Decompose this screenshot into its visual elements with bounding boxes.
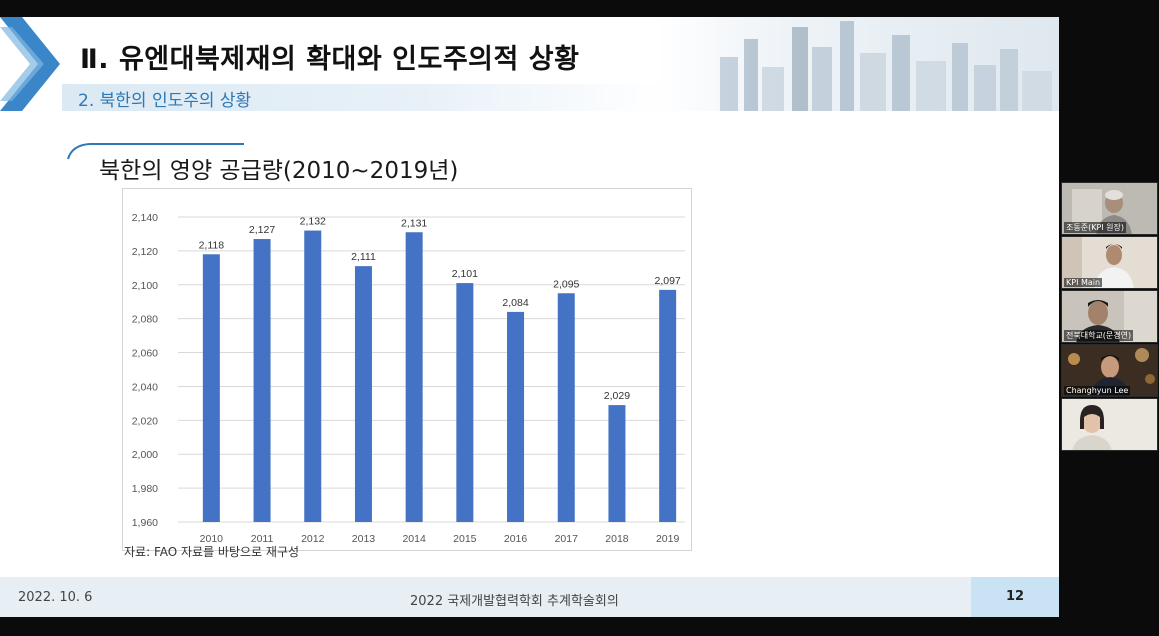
x-tick-label: 2017 — [555, 533, 579, 545]
bar-value-label: 2,084 — [502, 297, 528, 309]
x-tick-label: 2010 — [200, 533, 224, 545]
participant-name: 조동준(KPI 원장) — [1064, 222, 1127, 233]
bar — [608, 405, 626, 522]
x-tick-label: 2018 — [605, 533, 629, 545]
participant-tile[interactable]: Changhyun Lee — [1061, 344, 1158, 397]
slide-footer: 2022. 10. 6 2022 국제개발협력학회 추계학술회의 12 — [0, 577, 1059, 617]
slide-sub-title: 2. 북한의 인도주의 상황 — [78, 91, 252, 111]
bar — [507, 311, 525, 522]
bar — [202, 254, 220, 522]
bar — [354, 266, 372, 522]
participant-name: 전북대학교(문경연) — [1064, 330, 1134, 341]
chart-section-title: 북한의 영양 공급량(2010~2019년) — [99, 158, 459, 184]
subtitle-bar — [62, 84, 662, 111]
x-tick-label: 2016 — [504, 533, 528, 545]
bar-value-label: 2,127 — [249, 224, 275, 236]
bar-chart: 1,960 1,980 2,000 2,020 2,040 2,060 2,080 2,100… — [132, 212, 685, 545]
chevron-decoration-icon — [0, 17, 60, 111]
y-tick-label: 2,100 — [132, 280, 158, 292]
city-skyline-image — [720, 21, 1052, 111]
bar-value-label: 2,132 — [300, 216, 326, 228]
y-tick-label: 1,980 — [132, 483, 158, 495]
y-tick-label: 2,120 — [132, 246, 158, 258]
source-note: 자료: FAO 자료를 바탕으로 재구성 — [124, 545, 300, 559]
page-number: 12 — [1005, 589, 1025, 604]
y-tick-label: 2,140 — [132, 212, 158, 224]
bar-value-label: 2,111 — [351, 251, 376, 263]
shared-slide: Ⅱ. 유엔대북제재의 확대와 인도주의적 상황 2. 북한의 인도주의 상황 북… — [0, 17, 1059, 617]
bar-value-label: 2,101 — [452, 268, 478, 280]
footer-conference-name: 2022 국제개발협력학회 추계학술회의 — [410, 594, 619, 609]
participant-tile[interactable]: KPI Main — [1061, 236, 1158, 289]
x-tick-label: 2011 — [251, 533, 274, 545]
bar-value-label: 2,029 — [604, 390, 630, 402]
page-number-box: 12 — [971, 577, 1059, 617]
person-video-icon — [1062, 237, 1157, 288]
x-tick-label: 2013 — [352, 533, 376, 545]
bar — [659, 289, 677, 522]
bar — [304, 230, 322, 523]
bar — [557, 293, 575, 522]
bar — [405, 232, 423, 522]
participant-name: Changhyun Lee — [1064, 386, 1131, 395]
participant-name: KPI Main — [1064, 278, 1103, 287]
x-tick-label: 2012 — [301, 533, 325, 545]
y-tick-label: 2,000 — [132, 449, 158, 461]
y-tick-label: 2,020 — [132, 415, 158, 427]
participant-tile[interactable]: 조동준(KPI 원장) — [1061, 182, 1158, 235]
footer-date: 2022. 10. 6 — [18, 590, 93, 605]
x-tick-label: 2015 — [453, 533, 477, 545]
y-tick-label: 2,060 — [132, 348, 158, 360]
person-video-icon — [1062, 399, 1157, 450]
bar — [253, 239, 271, 522]
y-tick-label: 2,040 — [132, 381, 158, 393]
bar-value-label: 2,118 — [199, 239, 225, 251]
participant-tile[interactable] — [1061, 398, 1158, 451]
bar — [456, 283, 474, 522]
y-tick-label: 2,080 — [132, 314, 158, 326]
section-arc-decoration — [67, 143, 244, 160]
y-tick-label: 1,960 — [132, 517, 158, 529]
x-tick-label: 2019 — [656, 533, 680, 545]
bar-value-label: 2,131 — [401, 217, 427, 229]
bar-value-label: 2,095 — [553, 278, 579, 290]
slide-main-title: Ⅱ. 유엔대북제재의 확대와 인도주의적 상황 — [80, 44, 580, 75]
chart-frame: 1,960 1,980 2,000 2,020 2,040 2,060 2,080 2,100… — [122, 188, 692, 551]
participant-tile[interactable]: 전북대학교(문경연) — [1061, 290, 1158, 343]
x-tick-label: 2014 — [402, 533, 426, 545]
bar-value-label: 2,097 — [655, 275, 681, 287]
